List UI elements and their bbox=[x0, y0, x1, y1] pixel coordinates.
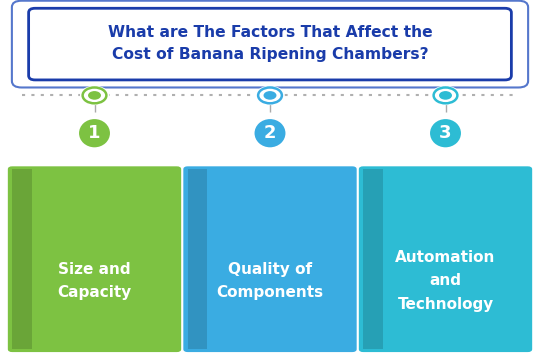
Circle shape bbox=[431, 86, 460, 105]
Circle shape bbox=[83, 87, 106, 103]
Ellipse shape bbox=[70, 112, 119, 154]
FancyBboxPatch shape bbox=[184, 166, 357, 352]
FancyBboxPatch shape bbox=[359, 166, 532, 352]
Ellipse shape bbox=[77, 117, 112, 149]
Text: 1: 1 bbox=[88, 124, 101, 142]
Polygon shape bbox=[12, 169, 32, 349]
Circle shape bbox=[264, 91, 276, 100]
Circle shape bbox=[439, 91, 452, 100]
Text: Quality of
Components: Quality of Components bbox=[217, 262, 323, 300]
Text: 3: 3 bbox=[439, 124, 452, 142]
Circle shape bbox=[88, 91, 101, 100]
Text: What are The Factors That Affect the
Cost of Banana Ripening Chambers?: What are The Factors That Affect the Cos… bbox=[107, 24, 433, 62]
Circle shape bbox=[255, 86, 285, 105]
Text: 2: 2 bbox=[264, 124, 276, 142]
Ellipse shape bbox=[246, 112, 294, 154]
Text: Automation
and
Technology: Automation and Technology bbox=[395, 250, 496, 312]
Text: Size and
Capacity: Size and Capacity bbox=[57, 262, 132, 300]
Ellipse shape bbox=[428, 117, 463, 149]
FancyBboxPatch shape bbox=[29, 8, 511, 80]
FancyBboxPatch shape bbox=[12, 1, 528, 87]
Circle shape bbox=[434, 87, 457, 103]
Circle shape bbox=[258, 87, 282, 103]
Ellipse shape bbox=[421, 112, 470, 154]
Ellipse shape bbox=[252, 117, 288, 149]
Polygon shape bbox=[188, 169, 207, 349]
Polygon shape bbox=[363, 169, 383, 349]
Circle shape bbox=[80, 86, 109, 105]
FancyBboxPatch shape bbox=[8, 166, 181, 352]
